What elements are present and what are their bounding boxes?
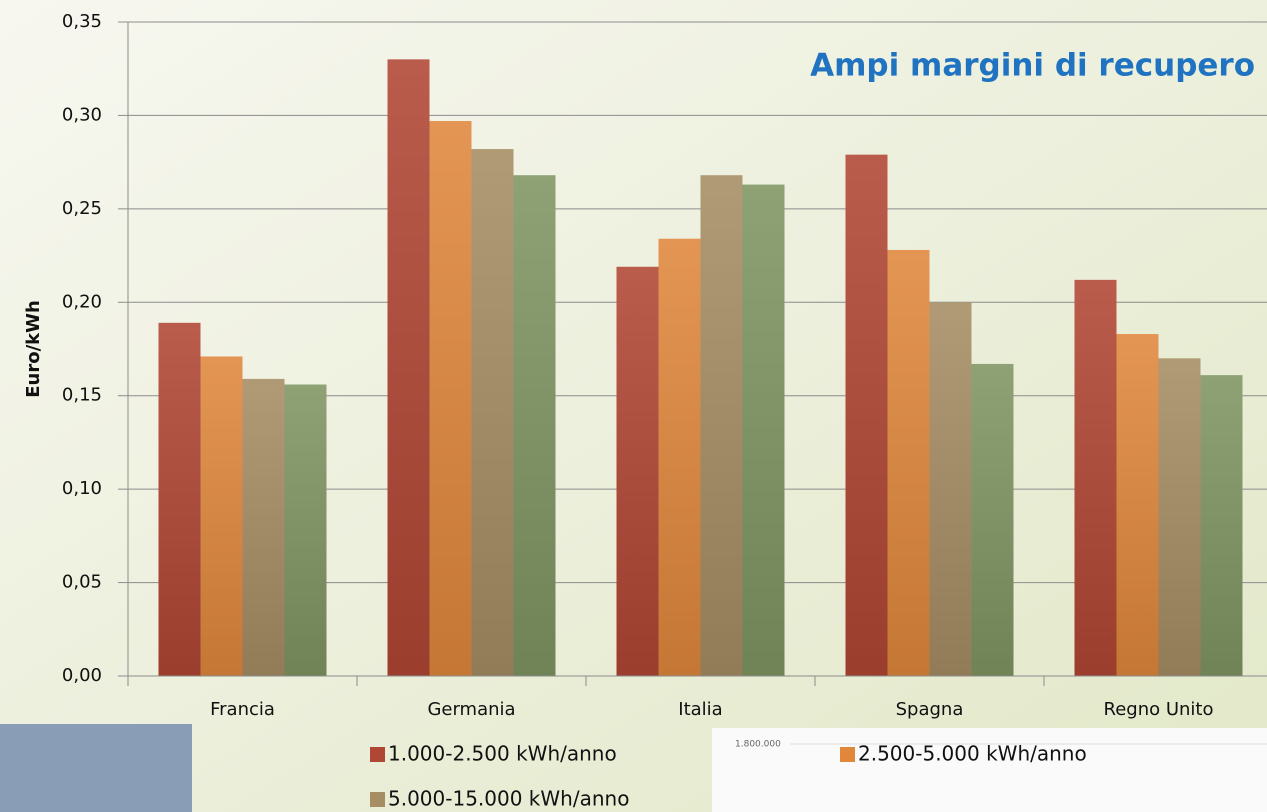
bar-shade	[471, 149, 514, 676]
legend-label: 5.000-15.000 kWh/anno	[388, 787, 629, 811]
y-tick-label: 0,10	[62, 478, 102, 499]
bar-shade	[429, 121, 472, 676]
x-tick-label: Regno Unito	[1104, 699, 1214, 720]
y-tick-label: 0,25	[62, 198, 102, 219]
legend-label: 1.000-2.500 kWh/anno	[388, 742, 617, 766]
bar-shade	[845, 154, 888, 676]
y-tick-label: 0,20	[62, 291, 102, 312]
x-tick-label: Spagna	[896, 699, 964, 720]
bar-shade	[887, 249, 930, 677]
chart-title: Ampi margini di recupero	[810, 48, 1255, 84]
legend-swatch	[370, 747, 385, 762]
bar-shade	[1074, 279, 1117, 676]
legend-label: 2.500-5.000 kWh/anno	[858, 742, 1087, 766]
photo-fragment	[0, 724, 192, 812]
bar-shade	[1116, 334, 1159, 676]
y-tick-label: 0,35	[62, 11, 102, 32]
legend-swatch	[840, 747, 855, 762]
bar-shade	[742, 184, 785, 676]
bar-shade	[616, 266, 659, 676]
legend-swatch	[370, 792, 385, 807]
bar-shade	[929, 302, 972, 676]
bar-shade	[387, 59, 430, 676]
bar-shade	[513, 175, 556, 677]
x-tick-label: Italia	[678, 699, 722, 720]
bar-shade	[284, 384, 327, 676]
y-tick-label: 0,00	[62, 665, 102, 686]
bar-shade	[1158, 358, 1201, 676]
bar-shade	[242, 378, 285, 676]
x-tick-label: Germania	[427, 699, 515, 720]
bar-shade	[200, 356, 243, 676]
y-tick-label: 0,15	[62, 385, 102, 406]
y-tick-label: 0,05	[62, 572, 102, 593]
bar-shade	[658, 238, 701, 677]
inset-chart	[712, 728, 1267, 812]
bar-shade	[1200, 375, 1243, 676]
bar-shade	[158, 322, 201, 676]
y-tick-label: 0,30	[62, 104, 102, 125]
x-tick-label: Francia	[210, 699, 275, 720]
bar-shade	[700, 175, 743, 677]
inset-label: 1.800.000	[735, 740, 781, 750]
y-axis-label: Euro/kWh	[23, 300, 44, 398]
bar-shade	[971, 363, 1014, 676]
